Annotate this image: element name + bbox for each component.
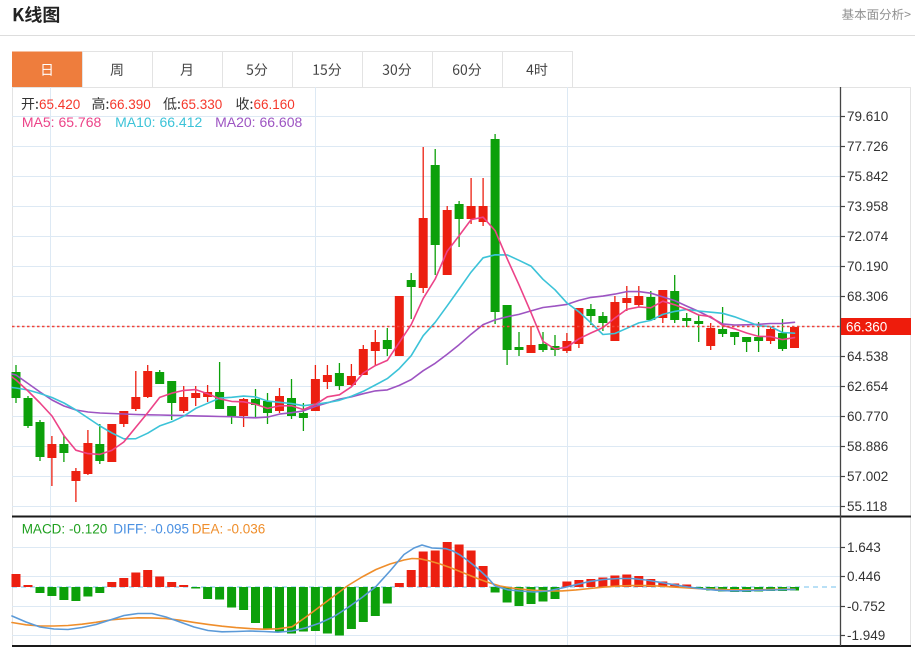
svg-text:MACD: -0.120: MACD: -0.120 — [22, 522, 108, 537]
svg-text:0.446: 0.446 — [847, 569, 881, 584]
svg-text:65.420: 65.420 — [39, 97, 80, 112]
svg-text:-1.949: -1.949 — [847, 628, 885, 643]
svg-text:62.654: 62.654 — [847, 379, 889, 394]
svg-text:MA10: 66.412: MA10: 66.412 — [115, 114, 202, 130]
svg-text:DEA: -0.036: DEA: -0.036 — [192, 522, 266, 537]
svg-text:-0.752: -0.752 — [847, 599, 885, 614]
svg-text:MA20: 66.608: MA20: 66.608 — [215, 114, 302, 130]
svg-text:55.118: 55.118 — [847, 499, 887, 514]
svg-text:79.610: 79.610 — [847, 109, 888, 124]
svg-text:57.002: 57.002 — [847, 469, 888, 484]
svg-text:DIFF: -0.095: DIFF: -0.095 — [113, 522, 189, 537]
svg-text:77.726: 77.726 — [847, 139, 888, 154]
svg-text:65.330: 65.330 — [181, 97, 222, 112]
svg-text:70.190: 70.190 — [847, 259, 888, 274]
svg-text:73.958: 73.958 — [847, 199, 888, 214]
svg-text:60.770: 60.770 — [847, 409, 888, 424]
svg-text:MA5: 65.768: MA5: 65.768 — [22, 114, 102, 130]
svg-text:72.074: 72.074 — [847, 229, 889, 244]
svg-text:66.360: 66.360 — [846, 320, 887, 335]
svg-text:68.306: 68.306 — [847, 289, 888, 304]
svg-text:66.390: 66.390 — [110, 97, 151, 112]
svg-text:1.643: 1.643 — [847, 540, 881, 555]
svg-text:75.842: 75.842 — [847, 169, 888, 184]
svg-text:66.160: 66.160 — [254, 97, 295, 112]
svg-text:64.538: 64.538 — [847, 349, 888, 364]
svg-text:58.886: 58.886 — [847, 439, 888, 454]
